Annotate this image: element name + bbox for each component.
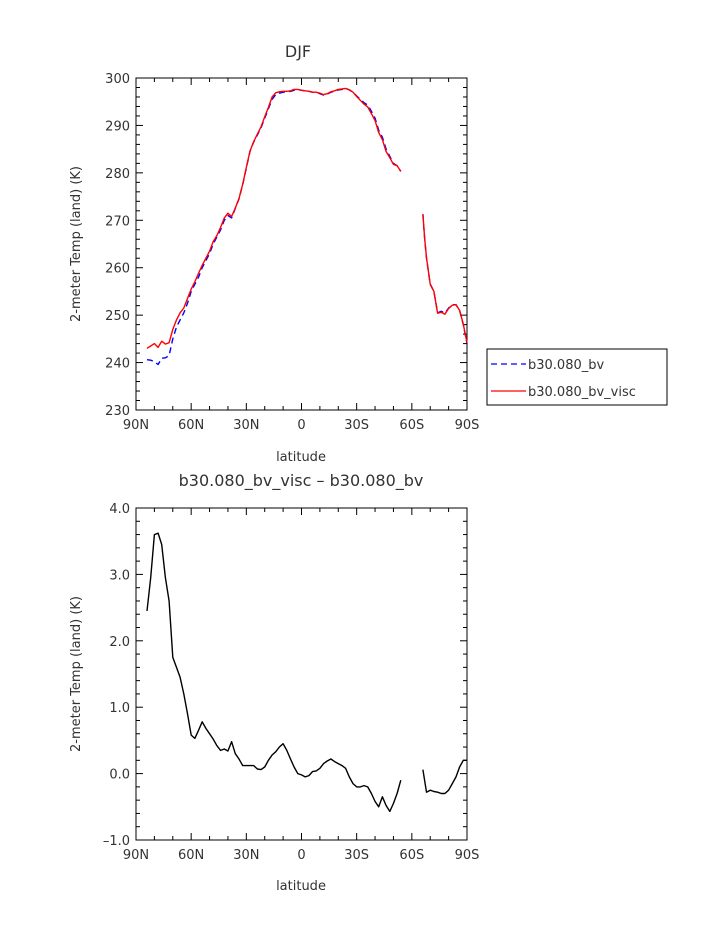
bottom-y-tick-label: 3.0: [109, 568, 130, 583]
bottom-y-tick-labels: –1.0 0.0 1.0 2.0 3.0 4.0: [103, 502, 130, 849]
top-y-ticks: [136, 77, 467, 411]
top-y-tick-label: 290: [105, 119, 130, 134]
top-x-ticks: [135, 78, 468, 410]
top-x-tick-label: 30S: [344, 418, 369, 433]
top-x-tick-label: 60S: [399, 418, 424, 433]
top-x-axis-label: latitude: [276, 450, 326, 465]
legend-label-bv-visc: b30.080_bv_visc: [528, 385, 636, 400]
bottom-y-tick-label: 1.0: [109, 701, 130, 716]
bottom-series-line-difference: [422, 759, 467, 795]
top-series-line-b30-080-bv-visc: [422, 214, 468, 343]
legend-box: [486, 348, 668, 406]
bottom-x-tick-label: 60S: [399, 848, 424, 863]
top-x-tick-labels: 90N 60N 30N 0 30S 60S 90S: [123, 418, 480, 433]
bottom-x-tick-label: 30N: [233, 848, 259, 863]
bottom-plot-frame: [135, 507, 468, 841]
top-y-tick-label: 230: [105, 404, 130, 419]
top-y-tick-label: 270: [105, 214, 130, 229]
bottom-x-tick-label: 60N: [178, 848, 204, 863]
bottom-y-tick-label: –1.0: [103, 834, 130, 849]
top-series-line-b30-080-bv: [146, 87, 402, 366]
bottom-y-tick-label: 0.0: [109, 768, 130, 783]
legend-label-bv: b30.080_bv: [528, 358, 604, 373]
top-panel: DJF 90N 60N 30N 0 30S 60S 90S 2302402502602702…: [69, 42, 479, 465]
top-y-tick-label: 280: [105, 167, 130, 182]
top-plot-frame: [135, 77, 468, 411]
bottom-y-tick-label: 4.0: [109, 502, 130, 517]
bottom-x-tick-label: 30S: [344, 848, 369, 863]
bottom-y-axis-label: 2-meter Temp (land) (K): [69, 596, 84, 752]
top-x-tick-label: 90S: [455, 418, 480, 433]
bottom-x-axis-label: latitude: [276, 879, 326, 894]
bottom-x-tick-label: 90N: [123, 848, 149, 863]
bottom-y-tick-label: 2.0: [109, 635, 130, 650]
legend: b30.080_bv b30.080_bv_visc: [486, 348, 668, 406]
top-x-tick-label: 90N: [123, 418, 149, 433]
top-x-tick-label: 30N: [233, 418, 259, 433]
top-series-line-b30-080-bv-visc: [146, 87, 402, 349]
bottom-series-lines: [146, 532, 467, 813]
top-series-line-b30-080-bv: [422, 214, 468, 344]
top-y-axis-label: 2-meter Temp (land) (K): [69, 166, 84, 322]
top-series-lines: [146, 87, 468, 366]
bottom-title: b30.080_bv_visc – b30.080_bv: [179, 471, 424, 491]
bottom-series-line-difference: [146, 532, 402, 813]
top-y-tick-label: 300: [105, 72, 130, 87]
bottom-x-tick-label: 90S: [455, 848, 480, 863]
top-y-tick-label: 240: [105, 357, 130, 372]
bottom-x-tick-labels: 90N 60N 30N 0 30S 60S 90S: [123, 848, 480, 863]
top-x-tick-label: 60N: [178, 418, 204, 433]
top-y-tick-label: 250: [105, 309, 130, 324]
bottom-x-ticks: [135, 508, 468, 840]
top-y-tick-label: 260: [105, 262, 130, 277]
bottom-y-ticks: [136, 507, 467, 841]
bottom-panel: b30.080_bv_visc – b30.080_bv 90N 60N 30N 0 3…: [69, 471, 479, 894]
top-x-tick-label: 0: [297, 418, 305, 433]
top-y-tick-labels: 230 240 250 260 270 280 290 300: [105, 72, 130, 419]
bottom-x-tick-label: 0: [297, 848, 305, 863]
top-title: DJF: [285, 42, 311, 61]
